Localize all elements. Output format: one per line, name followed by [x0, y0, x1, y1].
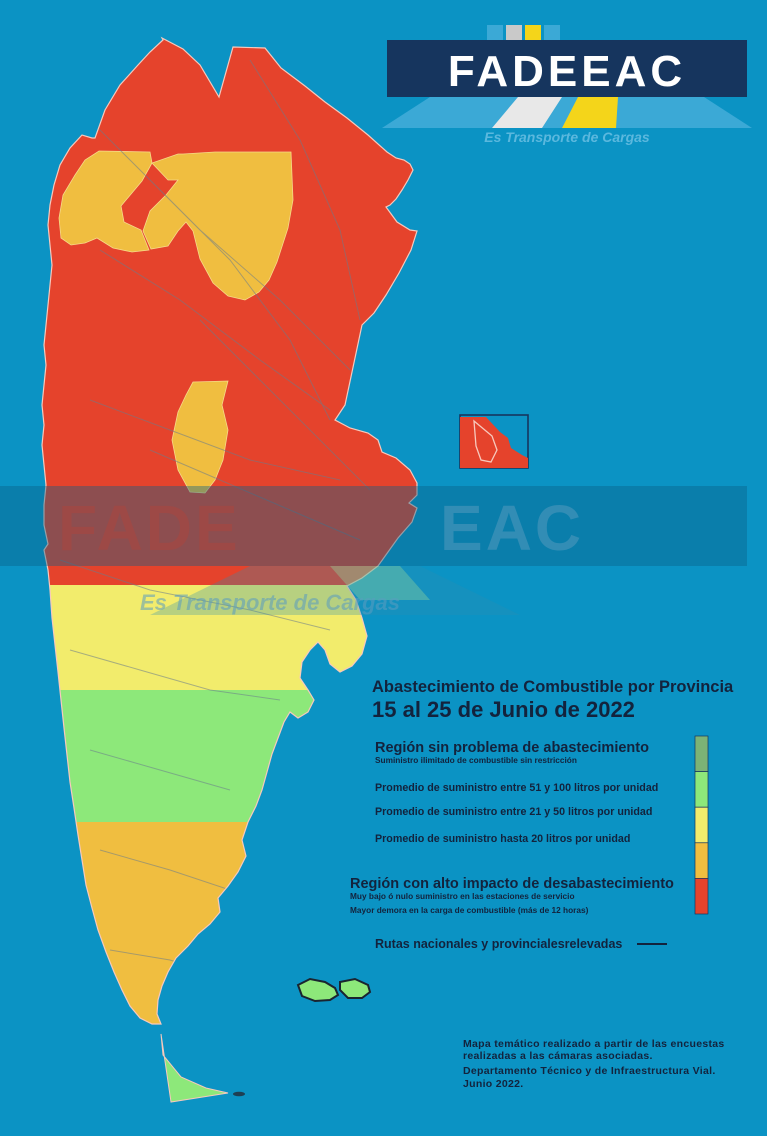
- svg-text:Promedio de suministro entre 2: Promedio de suministro entre 21 y 50 lit…: [375, 806, 652, 818]
- svg-text:FADE: FADE: [58, 492, 241, 564]
- svg-text:Mayor demora en la carga de co: Mayor demora en la carga de combustible …: [350, 905, 589, 915]
- svg-text:Es Transporte de Cargas: Es Transporte de Cargas: [140, 590, 400, 615]
- svg-text:Rutas nacionales y provinciale: Rutas nacionales y provincialesrelevadas: [375, 937, 622, 951]
- svg-text:Es Transporte de Cargas: Es Transporte de Cargas: [484, 129, 650, 145]
- svg-text:realizadas a las cámaras asoci: realizadas a las cámaras asociadas.: [463, 1050, 653, 1062]
- svg-text:Promedio de suministro hasta 2: Promedio de suministro hasta 20 litros p…: [375, 833, 630, 845]
- svg-text:EAC: EAC: [440, 492, 584, 564]
- svg-text:Región sin problema de abastec: Región sin problema de abastecimiento: [375, 740, 649, 756]
- svg-text:Promedio de suministro entre 5: Promedio de suministro entre 51 y 100 li…: [375, 782, 658, 794]
- svg-text:FADEEAC: FADEEAC: [448, 47, 686, 96]
- svg-text:Departamento Técnico y de Infr: Departamento Técnico y de Infraestructur…: [463, 1065, 716, 1077]
- svg-text:Muy bajo ó nulo suministro en: Muy bajo ó nulo suministro en las estaci…: [350, 891, 575, 901]
- svg-text:Región con alto impacto de des: Región con alto impacto de desabastecimi…: [350, 876, 674, 892]
- svg-text:Mapa temático realizado a part: Mapa temático realizado a partir de las …: [463, 1038, 725, 1050]
- svg-text:15 al 25 de Junio de 2022: 15 al 25 de Junio de 2022: [372, 697, 635, 722]
- svg-text:Suministro ilimitado de combus: Suministro ilimitado de combustible sin …: [375, 755, 577, 765]
- svg-text:Abastecimiento de Combustible: Abastecimiento de Combustible por Provin…: [372, 678, 734, 696]
- svg-text:Junio 2022.: Junio 2022.: [463, 1078, 524, 1090]
